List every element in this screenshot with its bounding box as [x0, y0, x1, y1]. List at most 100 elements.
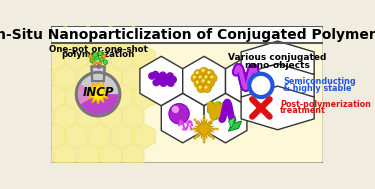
Circle shape [199, 76, 202, 78]
Circle shape [159, 72, 166, 79]
Circle shape [194, 69, 202, 78]
Polygon shape [43, 124, 65, 149]
Text: polymerization: polymerization [62, 50, 135, 59]
Polygon shape [66, 45, 87, 70]
Polygon shape [77, 26, 99, 50]
Circle shape [204, 86, 207, 89]
Circle shape [90, 58, 94, 63]
Circle shape [98, 62, 102, 66]
Polygon shape [77, 65, 99, 90]
Polygon shape [100, 144, 122, 168]
Polygon shape [225, 56, 268, 106]
Circle shape [204, 76, 207, 78]
Polygon shape [134, 124, 155, 149]
Circle shape [216, 128, 218, 130]
Polygon shape [161, 93, 204, 143]
Circle shape [156, 74, 163, 81]
Circle shape [153, 79, 160, 86]
Circle shape [195, 135, 198, 138]
Circle shape [97, 65, 100, 68]
Circle shape [89, 54, 93, 58]
Polygon shape [134, 45, 155, 70]
Polygon shape [55, 104, 76, 129]
Polygon shape [123, 104, 144, 129]
Circle shape [208, 122, 211, 125]
Circle shape [199, 86, 202, 89]
Circle shape [99, 57, 104, 62]
Polygon shape [204, 93, 247, 143]
Polygon shape [66, 85, 87, 109]
Circle shape [169, 104, 189, 124]
Polygon shape [123, 26, 144, 50]
Polygon shape [241, 86, 314, 130]
Circle shape [102, 54, 106, 58]
Circle shape [202, 69, 204, 72]
Circle shape [202, 135, 206, 138]
Polygon shape [100, 26, 122, 50]
Polygon shape [88, 45, 110, 70]
Polygon shape [55, 26, 76, 50]
Circle shape [190, 128, 192, 130]
Polygon shape [43, 45, 65, 70]
Polygon shape [88, 85, 110, 109]
Text: In-Situ Nanoparticlization of Conjugated Polymers: In-Situ Nanoparticlization of Conjugated… [0, 28, 375, 42]
Circle shape [206, 69, 214, 78]
Polygon shape [111, 124, 133, 149]
Circle shape [197, 132, 201, 136]
Circle shape [202, 120, 206, 123]
Polygon shape [140, 56, 183, 106]
Bar [52, 27, 322, 43]
Circle shape [197, 74, 206, 83]
Polygon shape [100, 104, 122, 129]
Circle shape [249, 74, 273, 97]
Circle shape [169, 76, 177, 83]
Polygon shape [32, 65, 53, 90]
Circle shape [156, 77, 164, 85]
Polygon shape [100, 65, 122, 90]
Text: Post-polymerization: Post-polymerization [280, 100, 370, 109]
Wedge shape [78, 84, 98, 104]
Text: One-pot or one-shot: One-pot or one-shot [49, 45, 147, 53]
Circle shape [212, 137, 214, 139]
Circle shape [195, 127, 198, 131]
Polygon shape [55, 65, 76, 90]
Circle shape [202, 84, 211, 93]
Circle shape [194, 119, 196, 121]
Polygon shape [123, 144, 144, 168]
Circle shape [172, 106, 179, 113]
Circle shape [169, 76, 177, 83]
Circle shape [200, 67, 208, 76]
Polygon shape [111, 85, 133, 109]
Circle shape [196, 71, 199, 74]
Circle shape [208, 132, 211, 136]
Wedge shape [78, 94, 118, 115]
Circle shape [203, 138, 206, 141]
Circle shape [93, 53, 98, 57]
Circle shape [213, 128, 216, 130]
Circle shape [200, 77, 208, 86]
Circle shape [202, 79, 204, 82]
Polygon shape [77, 104, 99, 129]
Polygon shape [123, 65, 144, 90]
Polygon shape [86, 81, 110, 104]
Circle shape [194, 137, 196, 139]
Polygon shape [88, 124, 110, 149]
Circle shape [160, 80, 167, 87]
Circle shape [203, 118, 206, 120]
Polygon shape [228, 121, 242, 131]
Polygon shape [241, 64, 314, 107]
Polygon shape [241, 41, 314, 85]
Circle shape [94, 55, 99, 60]
Circle shape [210, 120, 213, 123]
Circle shape [163, 74, 170, 82]
Wedge shape [79, 94, 117, 115]
Circle shape [210, 76, 213, 78]
Circle shape [207, 81, 210, 84]
Polygon shape [55, 144, 76, 168]
Polygon shape [228, 117, 236, 128]
Circle shape [103, 60, 108, 64]
Text: treatment: treatment [280, 106, 326, 115]
Circle shape [197, 84, 206, 93]
Text: & highly stable: & highly stable [284, 84, 352, 93]
Text: INCP: INCP [82, 86, 114, 99]
